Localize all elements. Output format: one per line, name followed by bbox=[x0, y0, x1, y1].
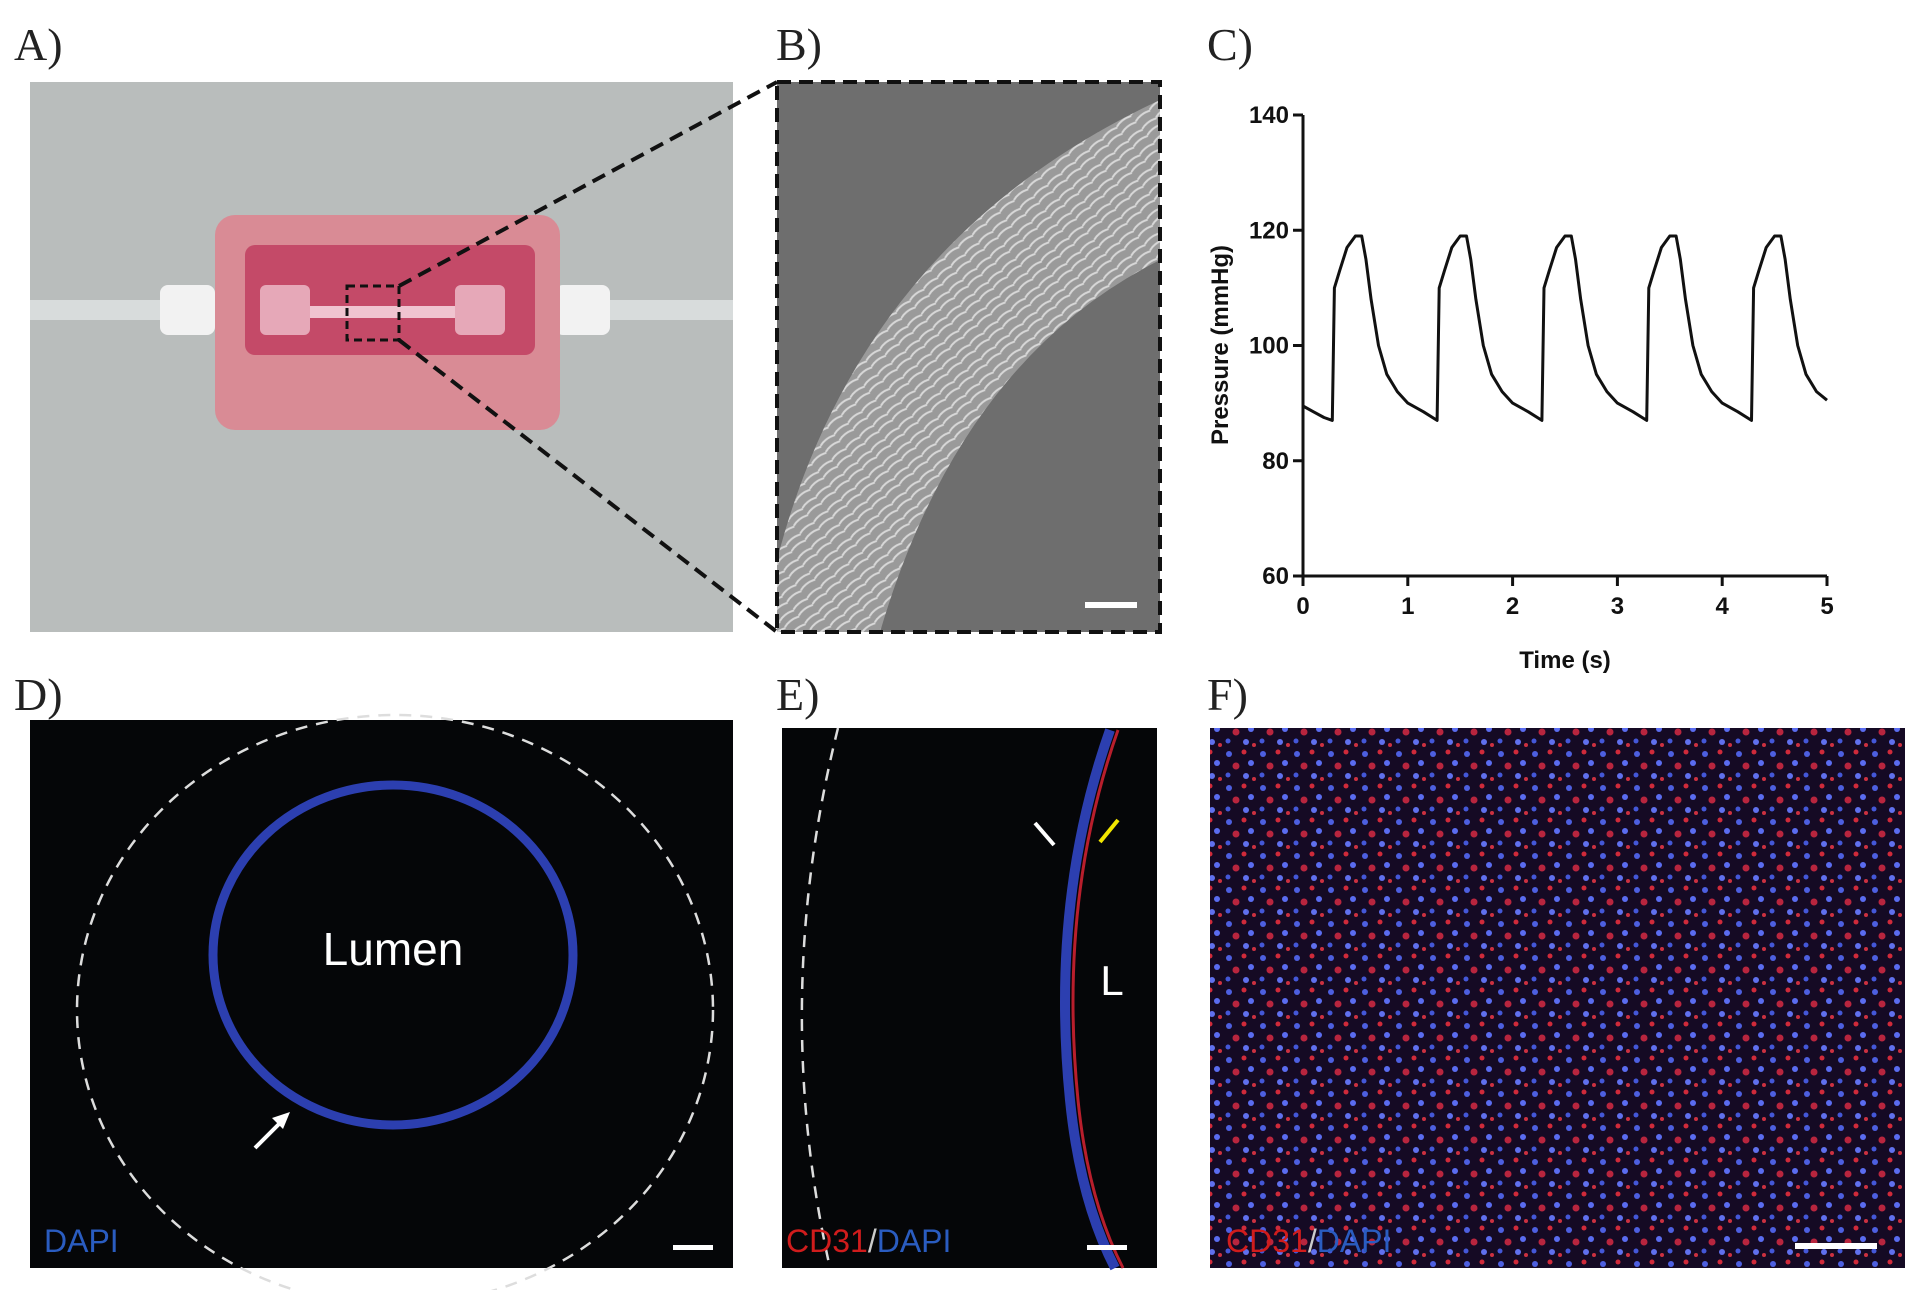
connector bbox=[555, 285, 610, 335]
micrograph-e: L CD31/DAPI bbox=[782, 727, 1157, 1271]
cd31-layer bbox=[1071, 729, 1125, 1269]
arrow bbox=[1098, 818, 1120, 844]
y-tick-label: 80 bbox=[1262, 448, 1289, 475]
image-background bbox=[1210, 728, 1905, 1268]
chart: 60 80 100 120 140 0 1 2 3 4 5 bbox=[1249, 102, 1834, 620]
panel-label: E) bbox=[776, 669, 819, 720]
x-tick-label: 3 bbox=[1611, 593, 1624, 620]
micrograph-f: CD31/DAPI bbox=[1210, 728, 1905, 1268]
x-axis-label: Time (s) bbox=[1519, 647, 1611, 674]
stain-blue: DAPI bbox=[1317, 1223, 1392, 1259]
y-tick-label: 140 bbox=[1249, 102, 1289, 129]
x-tick-label: 2 bbox=[1506, 593, 1519, 620]
panel-label: D) bbox=[14, 669, 63, 720]
zoom-line bbox=[397, 338, 779, 634]
cell-layer bbox=[208, 780, 578, 1130]
fitting bbox=[260, 285, 310, 335]
arrowhead bbox=[272, 1112, 290, 1129]
lumen-label: Lumen bbox=[323, 923, 464, 975]
stain-red: CD31 bbox=[786, 1223, 868, 1259]
scale-bar bbox=[1795, 1243, 1877, 1249]
zoom-box bbox=[345, 284, 401, 342]
stain-blue: DAPI bbox=[877, 1223, 952, 1259]
scale-bar bbox=[1085, 602, 1137, 608]
x-tick-label: 5 bbox=[1820, 593, 1833, 620]
stain-label: CD31/DAPI bbox=[1226, 1223, 1391, 1259]
micrograph-d: Lumen DAPI bbox=[30, 713, 733, 1290]
photo-a bbox=[30, 82, 733, 632]
separator: / bbox=[868, 1223, 877, 1259]
separator: / bbox=[1308, 1223, 1317, 1259]
y-tick-label: 100 bbox=[1249, 333, 1289, 360]
stain-red: CD31 bbox=[1226, 1223, 1308, 1259]
cell-layer bbox=[1060, 728, 1120, 1271]
scale-bar bbox=[1087, 1245, 1127, 1250]
panel-label: B) bbox=[776, 19, 822, 70]
vessel-wall bbox=[777, 100, 1160, 632]
vessel bbox=[310, 306, 455, 318]
y-tick-label: 120 bbox=[1249, 217, 1289, 244]
sem-b bbox=[775, 80, 1162, 634]
image-background bbox=[782, 728, 1157, 1268]
x-tick-label: 4 bbox=[1716, 593, 1730, 620]
frame bbox=[775, 80, 1162, 634]
x-tick-label: 1 bbox=[1401, 593, 1414, 620]
outer-boundary bbox=[800, 727, 840, 1269]
fitting bbox=[455, 285, 505, 335]
x-tick-label: 0 bbox=[1296, 593, 1309, 620]
lumen-label: L bbox=[1100, 957, 1123, 1004]
image-background bbox=[30, 720, 733, 1268]
arrow bbox=[1033, 821, 1056, 847]
connector bbox=[160, 285, 215, 335]
panel-label: F) bbox=[1207, 669, 1248, 720]
pressure-line bbox=[1302, 234, 1828, 422]
outer-boundary bbox=[75, 713, 715, 1290]
panel-label: C) bbox=[1207, 19, 1253, 70]
y-tick-label: 60 bbox=[1262, 563, 1289, 590]
y-axis-label: Pressure (mmHg) bbox=[1207, 245, 1234, 445]
panel-label: A) bbox=[14, 19, 63, 70]
stain-label: CD31/DAPI bbox=[786, 1223, 951, 1259]
zoom-line bbox=[398, 80, 778, 288]
scale-bar bbox=[673, 1245, 713, 1250]
stain-label: DAPI bbox=[44, 1223, 119, 1259]
